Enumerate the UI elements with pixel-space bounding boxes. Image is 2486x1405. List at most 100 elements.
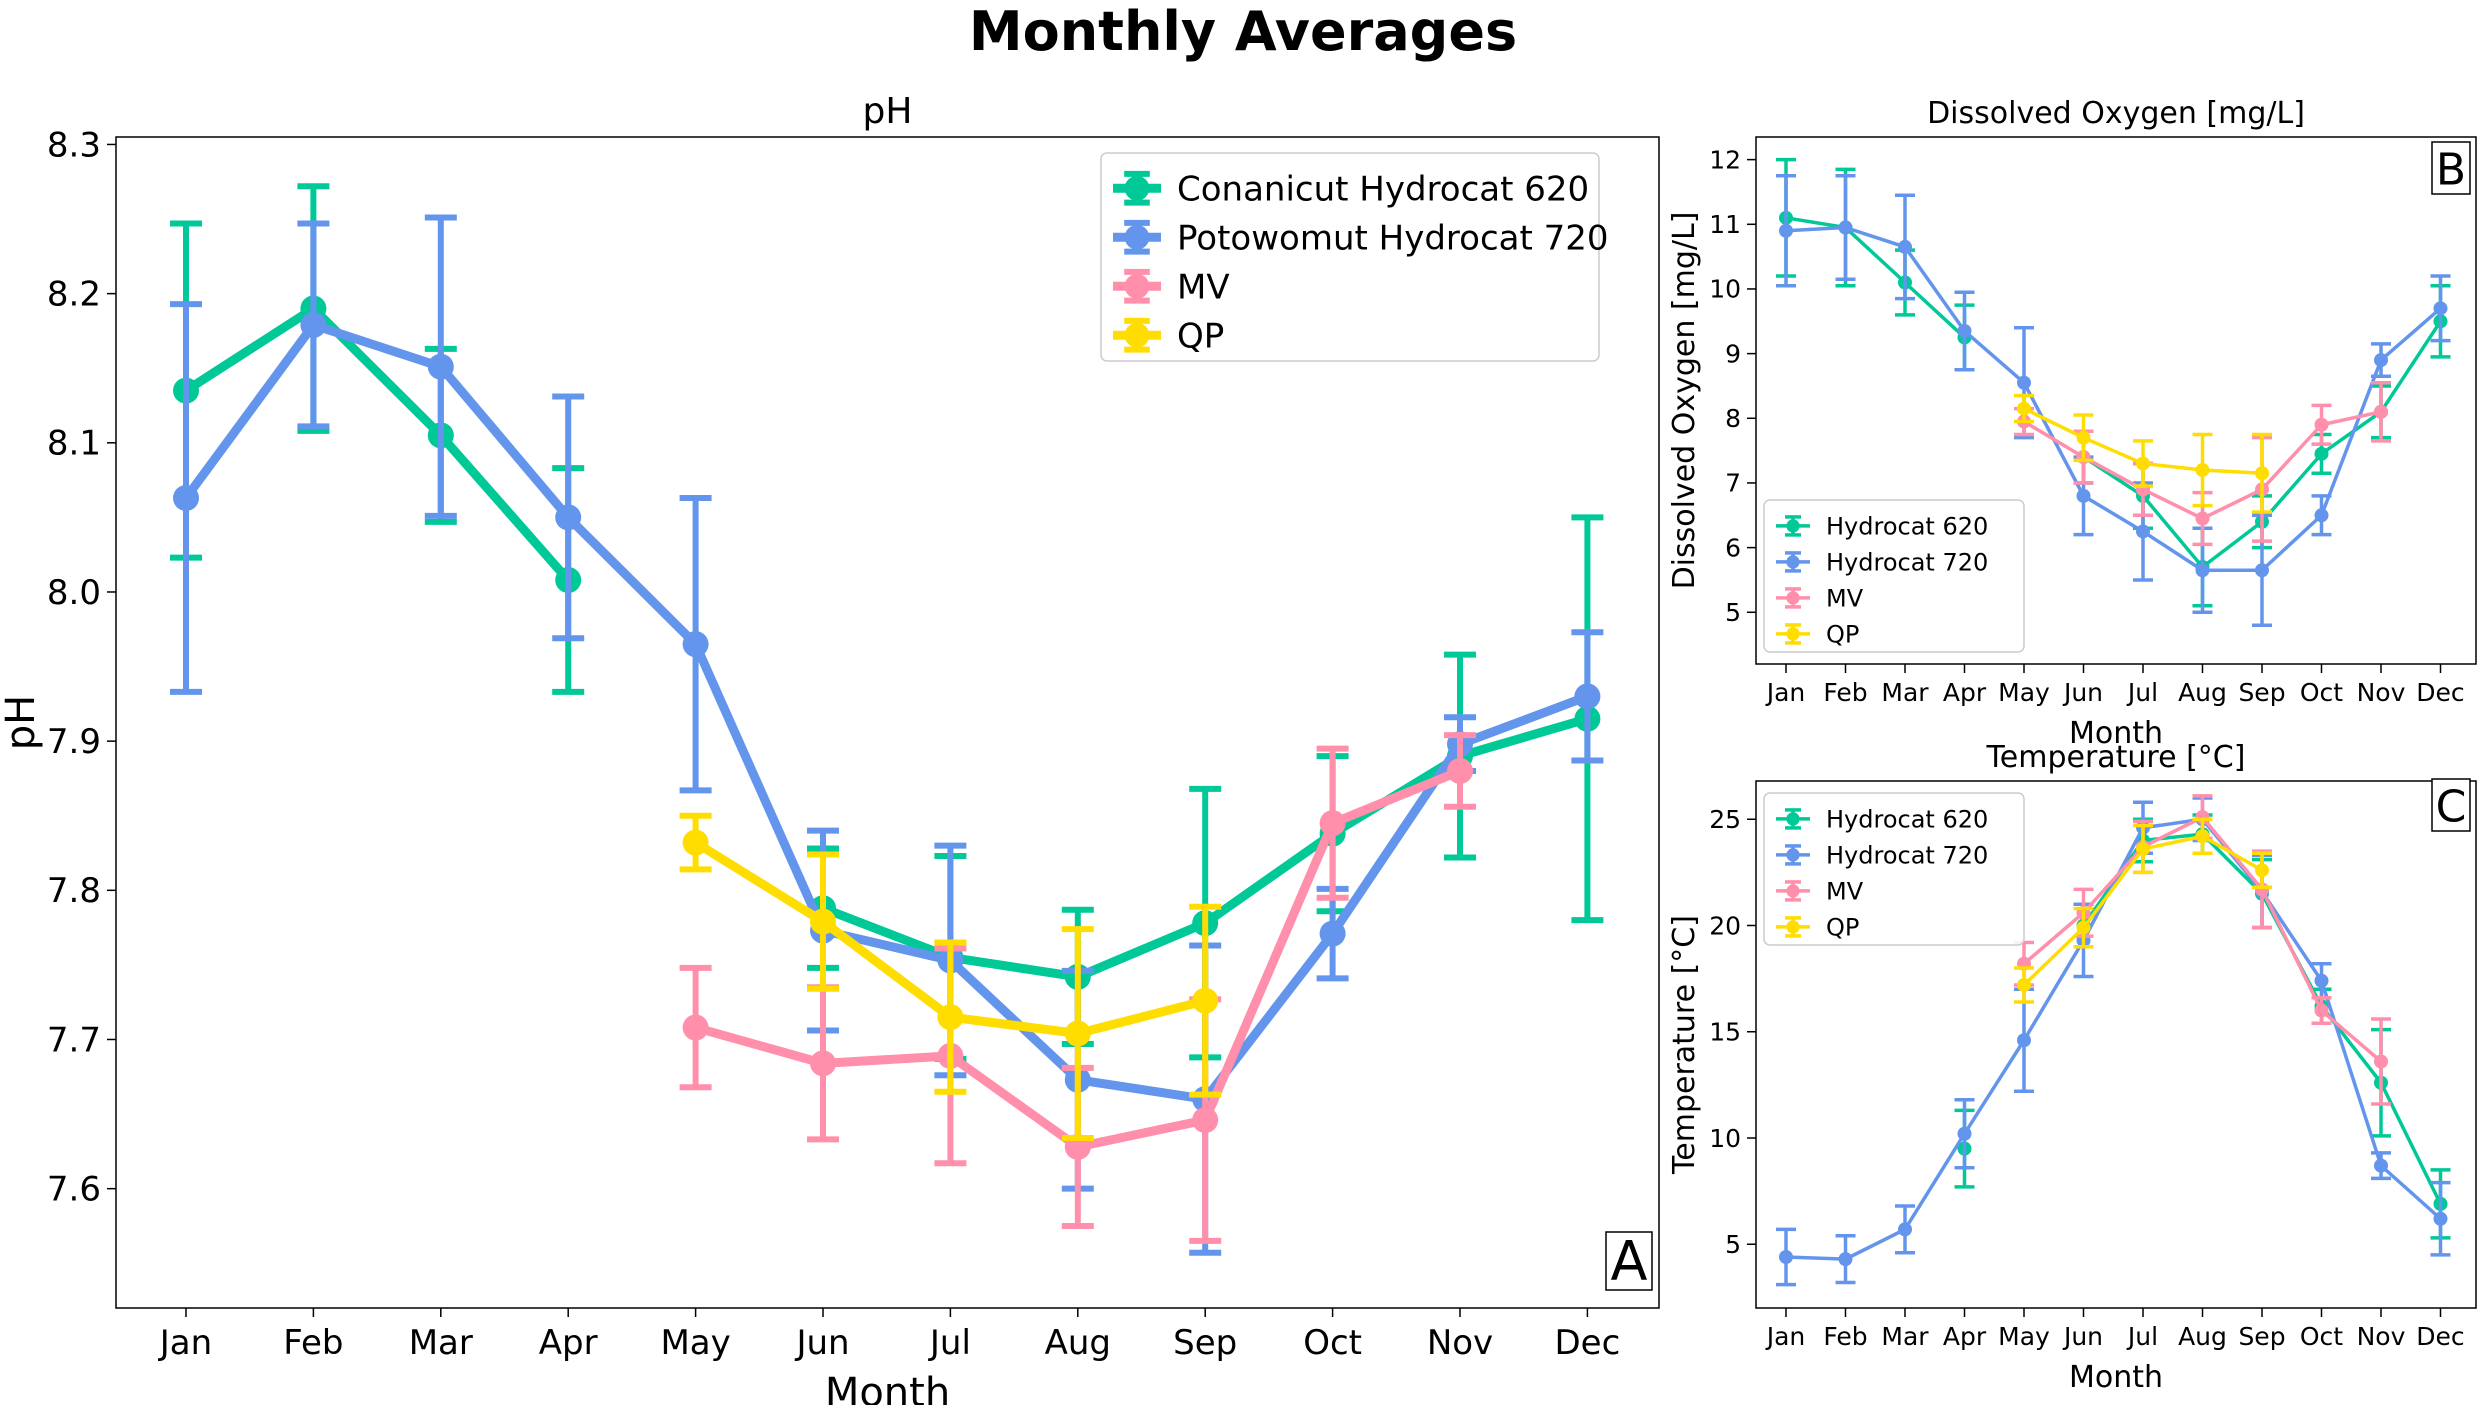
legend-swatch-marker: [1786, 884, 1800, 898]
x-tick-label: Jul: [928, 1323, 971, 1363]
y-tick-label: 5: [1725, 1230, 1741, 1259]
legend-swatch-marker: [1124, 322, 1150, 348]
data-point: [2433, 1211, 2448, 1226]
legend-swatch-marker: [1124, 175, 1150, 201]
legend-box: [1763, 499, 2025, 653]
data-point: [1957, 323, 1972, 338]
y-tick-label: 10: [1709, 275, 1741, 304]
data-point: [1838, 220, 1853, 235]
figure-title: Monthly Averages: [969, 0, 1517, 63]
data-point: [1192, 1107, 1219, 1134]
data-point: [2314, 417, 2329, 432]
legend-entry: QP: [1826, 621, 1859, 649]
y-tick-label: 20: [1709, 911, 1741, 940]
legend: Hydrocat 620 Hydrocat 720 MV QP: [1763, 499, 2025, 653]
legend-entry: MV: [1177, 268, 1230, 308]
legend-entry: Potowomut Hydrocat 720: [1177, 219, 1609, 259]
x-tick-label: Feb: [1823, 678, 1867, 707]
data-point: [2433, 301, 2448, 316]
series-line: [1785, 225, 2442, 572]
x-tick-label: Jan: [1765, 678, 1806, 707]
series-hydrocat-620: [1954, 813, 2451, 1240]
data-point: [555, 504, 582, 531]
series-line: [183, 304, 1589, 982]
data-point: [2195, 463, 2210, 478]
x-axis-label: Month: [2069, 1360, 2163, 1395]
panel-ph-chart: pH 7.6 7.7 7.8 7.9 8.0 8.1 8.2 8.3 Jan Feb Mar Apr Ma…: [0, 91, 1660, 1405]
y-tick-label: 8.0: [47, 573, 101, 613]
legend-swatch-marker: [1786, 555, 1800, 569]
x-tick-label: May: [660, 1323, 730, 1363]
legend-box: [1763, 792, 2025, 946]
data-point: [682, 631, 709, 658]
x-tick-label: Jun: [2062, 678, 2103, 707]
panel-temperature-chart: Temperature [°C] 5 10 15 20 25 Jan Feb Mar Apr May…: [1667, 740, 2477, 1395]
x-tick-label: Mar: [1881, 1322, 1929, 1351]
y-tick-label: 15: [1709, 1018, 1741, 1047]
legend-entry: QP: [1826, 914, 1859, 942]
y-tick-label: 6: [1725, 533, 1741, 562]
series-qp: [2014, 817, 2272, 1004]
y-tick-label: 7: [1725, 469, 1741, 498]
data-point: [1447, 757, 1473, 784]
plot-area: [1755, 136, 2477, 665]
data-point: [810, 1050, 836, 1077]
data-point: [2195, 511, 2210, 526]
data-point: [2374, 353, 2388, 368]
x-tick-label: Dec: [1555, 1323, 1621, 1363]
y-tick-label: 8.2: [47, 275, 101, 315]
series-line: [1785, 817, 2442, 1261]
legend-swatch-marker: [1124, 273, 1150, 299]
data-point: [1898, 1222, 1912, 1237]
data-point: [2136, 842, 2150, 856]
series-line: [182, 320, 1589, 1104]
series-qp: [679, 812, 1222, 1141]
legend-entry: MV: [1826, 585, 1864, 613]
chart-title: Dissolved Oxygen [mg/L]: [1927, 96, 2305, 131]
data-point: [2076, 430, 2091, 445]
legend-swatch-marker: [1124, 224, 1150, 250]
data-point: [2136, 524, 2150, 539]
data-point: [1192, 987, 1219, 1014]
data-point: [1319, 810, 1346, 837]
panel-label-box: [2431, 778, 2471, 832]
panel-label: C: [2436, 782, 2467, 833]
data-point: [2017, 978, 2031, 992]
legend-swatch-marker: [1786, 812, 1800, 826]
y-tick-label: 7.7: [47, 1020, 101, 1060]
legend-swatch-marker: [1786, 627, 1800, 641]
y-tick-label: 8.3: [47, 125, 101, 165]
data-point: [937, 1004, 964, 1031]
data-point: [2314, 1003, 2329, 1018]
data-point: [1779, 223, 1793, 238]
x-tick-label: Nov: [2357, 1322, 2406, 1351]
x-axis-label: Month: [2069, 716, 2163, 751]
x-tick-label: Jan: [158, 1323, 212, 1363]
data-point: [2136, 456, 2150, 471]
x-tick-label: Oct: [2300, 1322, 2343, 1351]
chart-title: Temperature [°C]: [1986, 740, 2246, 775]
data-point: [2314, 446, 2329, 461]
y-tick-label: 12: [1709, 145, 1741, 174]
x-tick-label: Sep: [1173, 1323, 1237, 1363]
x-tick-label: Nov: [2357, 678, 2406, 707]
data-point: [810, 908, 836, 935]
y-tick-label: 11: [1709, 210, 1741, 239]
y-tick-label: 7.6: [47, 1170, 101, 1210]
x-tick-label: Sep: [2238, 678, 2285, 707]
x-tick-label: Apr: [539, 1323, 598, 1363]
x-tick-label: Jun: [794, 1323, 849, 1363]
x-tick-label: Dec: [2416, 1322, 2464, 1351]
panel-label-box: [2431, 141, 2471, 195]
x-tick-label: May: [1998, 1322, 2050, 1351]
legend: Conanicut Hydrocat 620 Potowomut Hydrocat…: [1100, 152, 1609, 362]
data-point: [2255, 563, 2269, 578]
legend: Hydrocat 620 Hydrocat 720 MV QP: [1763, 792, 2025, 946]
legend-swatch-marker: [1786, 848, 1800, 862]
x-tick-label: Nov: [1427, 1323, 1493, 1363]
x-tick-label: Sep: [2238, 1322, 2285, 1351]
legend-entry: MV: [1826, 878, 1864, 906]
data-point: [1957, 1126, 1972, 1141]
x-tick-label: Aug: [2178, 1322, 2227, 1351]
